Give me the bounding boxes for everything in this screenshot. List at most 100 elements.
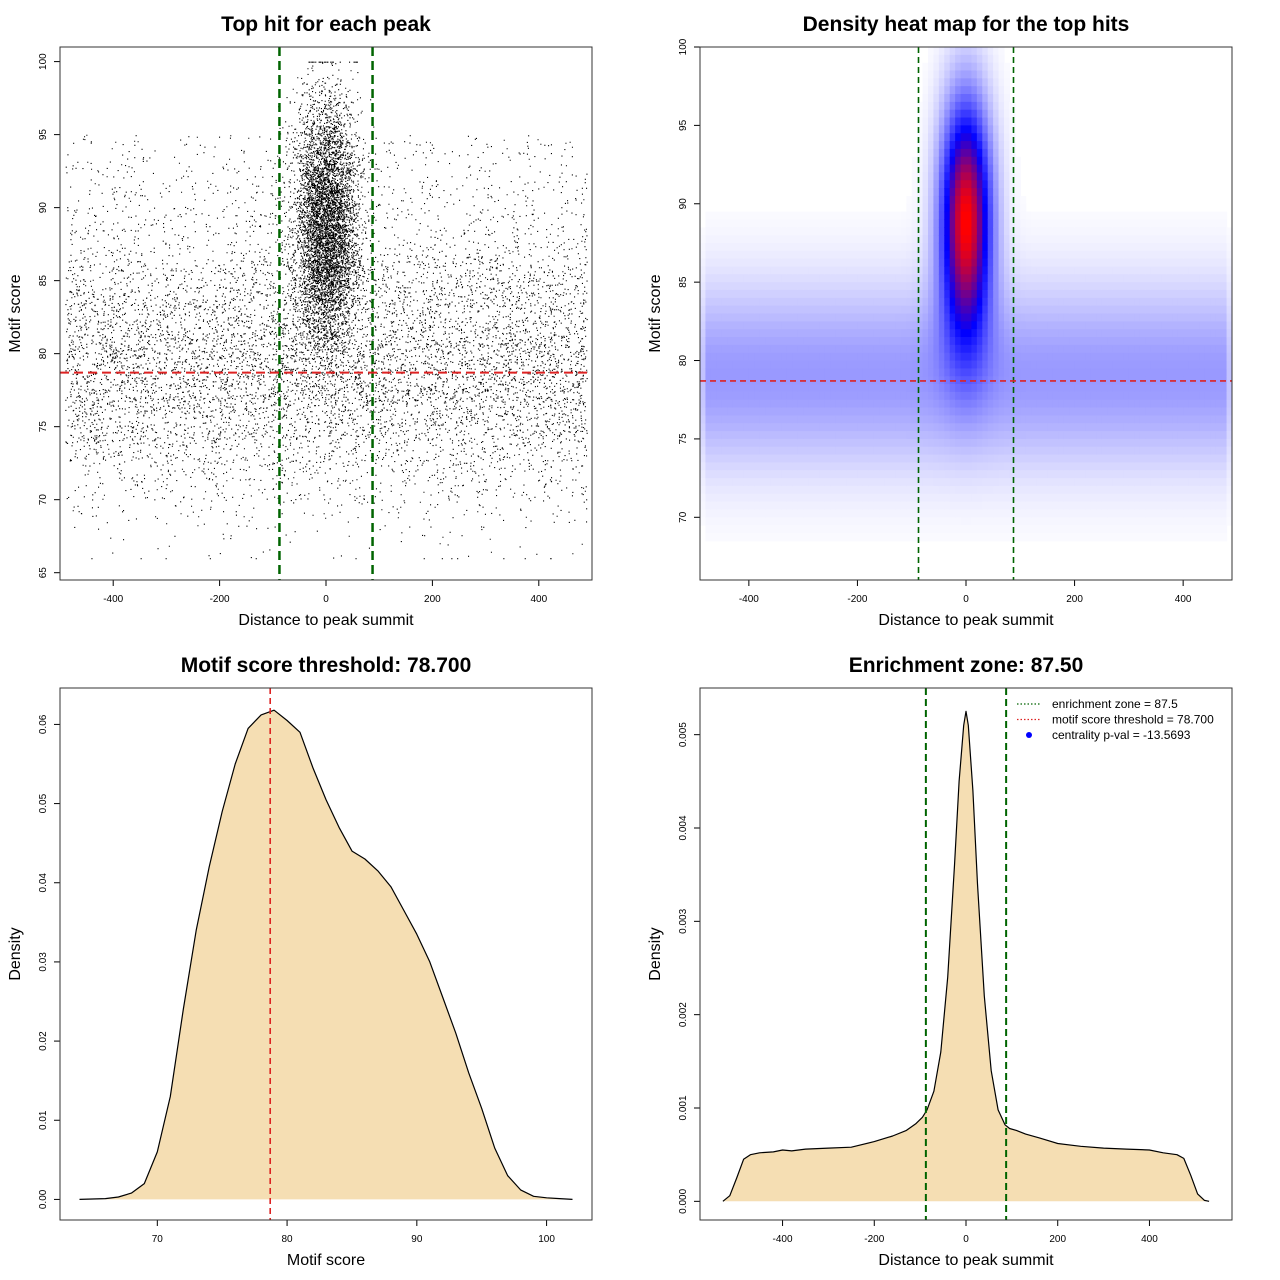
heatmap-cell	[1058, 360, 1065, 369]
heatmap-cell	[1134, 352, 1141, 362]
heatmap-cell	[1210, 532, 1217, 542]
heatmap-cell	[900, 532, 907, 542]
heatmap-cell	[1085, 399, 1092, 409]
heatmap-cell	[960, 470, 967, 479]
heatmap-cell	[1172, 352, 1179, 362]
heatmap-cell	[895, 250, 902, 260]
heatmap-cell	[710, 250, 717, 260]
heatmap-cell	[765, 211, 772, 221]
heatmap-cell	[1112, 454, 1119, 464]
heatmap-cell	[955, 431, 962, 440]
heatmap-cell	[781, 485, 788, 495]
heatmap-cell	[1025, 258, 1032, 268]
heatmap-cell	[1128, 258, 1135, 268]
heatmap-cell	[1004, 172, 1011, 181]
heatmap-cell	[1074, 501, 1081, 511]
heatmap-cell	[824, 242, 831, 252]
heatmap-cell	[727, 431, 734, 440]
heatmap-cell	[852, 493, 859, 503]
heatmap-cell	[982, 509, 989, 518]
heatmap-cell	[781, 517, 788, 526]
heatmap-cell	[1074, 321, 1081, 330]
heatmap-cell	[1166, 376, 1173, 385]
heatmap-cell	[776, 250, 783, 260]
heatmap-cell	[716, 305, 723, 315]
heatmap-cell	[873, 250, 880, 260]
heatmap-cell	[1042, 391, 1049, 401]
heatmap-cell	[732, 211, 739, 221]
heatmap-cell	[1107, 266, 1114, 275]
y-axis-label: Density	[7, 927, 24, 980]
heatmap-cell	[993, 360, 1000, 369]
heatmap-cell	[1107, 438, 1114, 448]
heatmap-cell	[1058, 305, 1065, 315]
heatmap-cell	[987, 242, 994, 252]
heatmap-cell	[1004, 337, 1011, 346]
heatmap-cell	[819, 258, 826, 268]
heatmap-cell	[1107, 446, 1114, 456]
heatmap-cell	[1042, 532, 1049, 542]
heatmap-cell	[748, 462, 755, 471]
heatmap-cell	[754, 289, 761, 299]
heatmap-cell	[949, 454, 956, 464]
heatmap-cell	[835, 337, 842, 346]
heatmap-cell	[960, 454, 967, 464]
heatmap-cell	[993, 172, 1000, 181]
heatmap-cell	[1177, 399, 1184, 409]
heatmap-cell	[906, 399, 913, 409]
heatmap-cell	[900, 509, 907, 518]
heatmap-cell	[966, 109, 973, 119]
y-tick-label: 0.000	[678, 1188, 689, 1213]
heatmap-cell	[868, 289, 875, 299]
heatmap-cell	[873, 235, 880, 244]
heatmap-cell	[890, 391, 897, 401]
heatmap-cell	[1118, 329, 1125, 338]
heatmap-cell	[776, 274, 783, 283]
heatmap-cell	[1172, 446, 1179, 456]
heatmap-cell	[944, 266, 951, 275]
heatmap-cell	[890, 211, 897, 221]
heatmap-cell	[770, 399, 777, 409]
heatmap-cell	[1090, 470, 1097, 479]
heatmap-cell	[819, 454, 826, 464]
heatmap-cell	[1080, 446, 1087, 456]
heatmap-cell	[1199, 313, 1206, 322]
heatmap-cell	[700, 313, 707, 322]
heatmap-cell	[1145, 211, 1152, 221]
heatmap-cell	[1063, 423, 1070, 432]
heatmap-cell	[1112, 509, 1119, 518]
heatmap-cell	[1118, 266, 1125, 275]
heatmap-cell	[1226, 235, 1232, 244]
heatmap-cell	[906, 352, 913, 362]
heatmap-cell	[824, 517, 831, 526]
heatmap-cell	[1145, 391, 1152, 401]
heatmap-cell	[944, 86, 951, 95]
heatmap-cell	[1052, 446, 1059, 456]
heatmap-cell	[976, 297, 983, 307]
heatmap-cell	[759, 525, 766, 534]
heatmap-cell	[971, 141, 978, 150]
heatmap-cell	[1004, 164, 1011, 174]
heatmap-cell	[917, 101, 924, 111]
heatmap-cell	[776, 219, 783, 228]
heatmap-cell	[1101, 532, 1108, 542]
heatmap-cell	[922, 517, 929, 526]
heatmap-cell	[700, 352, 707, 362]
heatmap-cell	[1199, 360, 1206, 369]
heatmap-cell	[727, 509, 734, 518]
heatmap-cell	[824, 438, 831, 448]
heatmap-cell	[803, 391, 810, 401]
heatmap-cell	[1139, 407, 1146, 416]
heatmap-cell	[1166, 532, 1173, 542]
heatmap-cell	[1031, 517, 1038, 526]
heatmap-cell	[759, 282, 766, 291]
heatmap-cell	[1199, 407, 1206, 416]
heatmap-cell	[895, 423, 902, 432]
heatmap-cell	[1058, 431, 1065, 440]
heatmap-cell	[1020, 368, 1027, 377]
heatmap-cell	[710, 258, 717, 268]
heatmap-cell	[938, 258, 945, 268]
heatmap-cell	[906, 211, 913, 221]
heatmap-cell	[1156, 368, 1163, 377]
heatmap-cell	[1080, 415, 1087, 424]
